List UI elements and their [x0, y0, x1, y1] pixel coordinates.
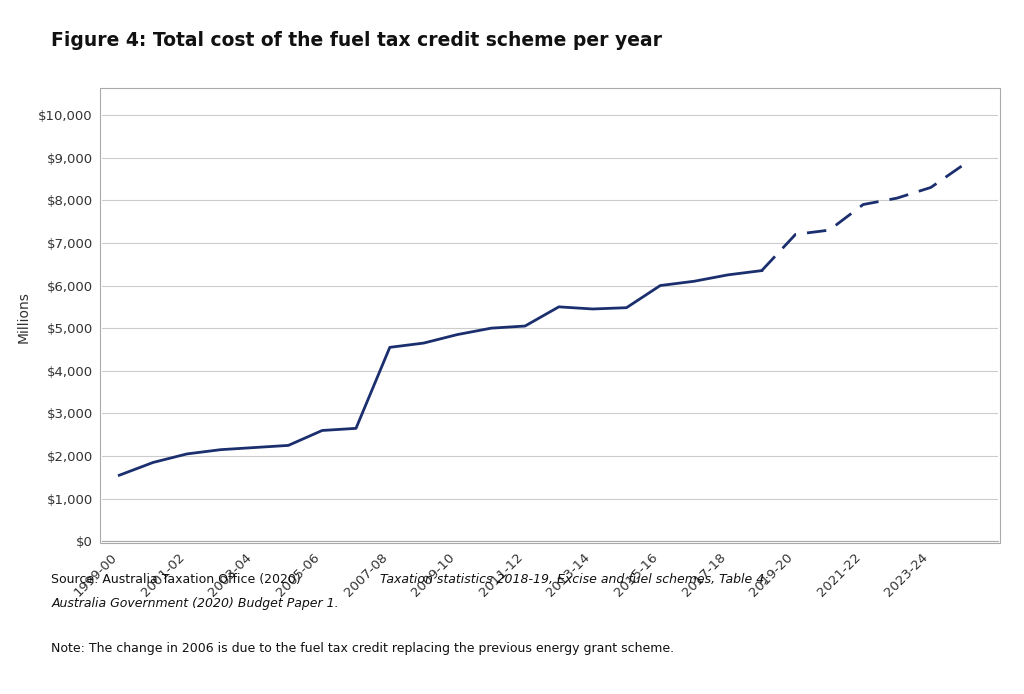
Text: Australia Institute: Australia Institute [708, 500, 879, 518]
Text: Research that matters.: Research that matters. [708, 524, 821, 534]
Text: Source: Australia Taxation Office (2020): Source: Australia Taxation Office (2020) [51, 573, 305, 586]
Text: Note: The change in 2006 is due to the fuel tax credit replacing the previous en: Note: The change in 2006 is due to the f… [51, 642, 675, 655]
Text: Figure 4: Total cost of the fuel tax credit scheme per year: Figure 4: Total cost of the fuel tax cre… [51, 31, 663, 50]
Text: Taxation statistics 2018-19, Excise and fuel schemes, Table 4;: Taxation statistics 2018-19, Excise and … [380, 573, 768, 586]
Y-axis label: Millions: Millions [17, 291, 31, 344]
Text: Australia Government (2020) Budget Paper 1.: Australia Government (2020) Budget Paper… [51, 597, 339, 610]
Text: the: the [708, 484, 725, 494]
